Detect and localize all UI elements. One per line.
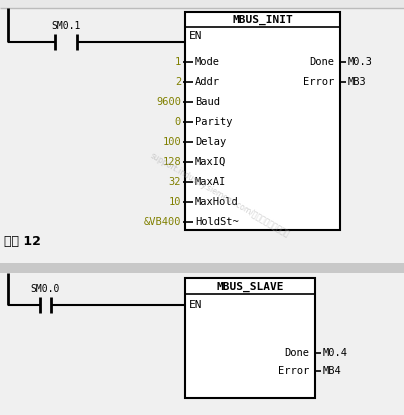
Bar: [185, 278, 315, 398]
Text: M0.4: M0.4: [323, 348, 348, 358]
Text: 32: 32: [168, 177, 181, 187]
Text: MB3: MB3: [348, 77, 367, 87]
Bar: [0, 263, 404, 273]
Text: 100: 100: [162, 137, 181, 147]
Text: MBUS_INIT: MBUS_INIT: [232, 15, 293, 25]
Text: SM0.1: SM0.1: [51, 21, 81, 31]
Text: MaxAI: MaxAI: [195, 177, 226, 187]
Bar: [185, 12, 340, 230]
Text: 1: 1: [175, 57, 181, 67]
Text: HoldSt~: HoldSt~: [195, 217, 239, 227]
Text: MB4: MB4: [323, 366, 342, 376]
Text: 网路 12: 网路 12: [4, 235, 41, 248]
Text: Done: Done: [309, 57, 334, 67]
Text: 10: 10: [168, 197, 181, 207]
Text: Parity: Parity: [195, 117, 232, 127]
Text: 9600: 9600: [156, 97, 181, 107]
Text: Baud: Baud: [195, 97, 220, 107]
Text: Addr: Addr: [195, 77, 220, 87]
Text: Error: Error: [303, 77, 334, 87]
Text: 128: 128: [162, 157, 181, 167]
Text: Error: Error: [278, 366, 309, 376]
Text: EN: EN: [189, 31, 202, 41]
Text: Delay: Delay: [195, 137, 226, 147]
Text: Mode: Mode: [195, 57, 220, 67]
Text: Done: Done: [284, 348, 309, 358]
Text: MaxHold: MaxHold: [195, 197, 239, 207]
Text: SM0.0: SM0.0: [31, 284, 60, 294]
Text: 2: 2: [175, 77, 181, 87]
Text: M0.3: M0.3: [348, 57, 373, 67]
Text: support.industry.siemens.com/西门子工业支持中心: support.industry.siemens.com/西门子工业支持中心: [149, 151, 291, 239]
Text: 0: 0: [175, 117, 181, 127]
Bar: [0, 0, 404, 8]
Text: &VB400: &VB400: [143, 217, 181, 227]
Text: MBUS_SLAVE: MBUS_SLAVE: [216, 282, 284, 292]
Text: EN: EN: [189, 300, 202, 310]
Text: MaxIQ: MaxIQ: [195, 157, 226, 167]
